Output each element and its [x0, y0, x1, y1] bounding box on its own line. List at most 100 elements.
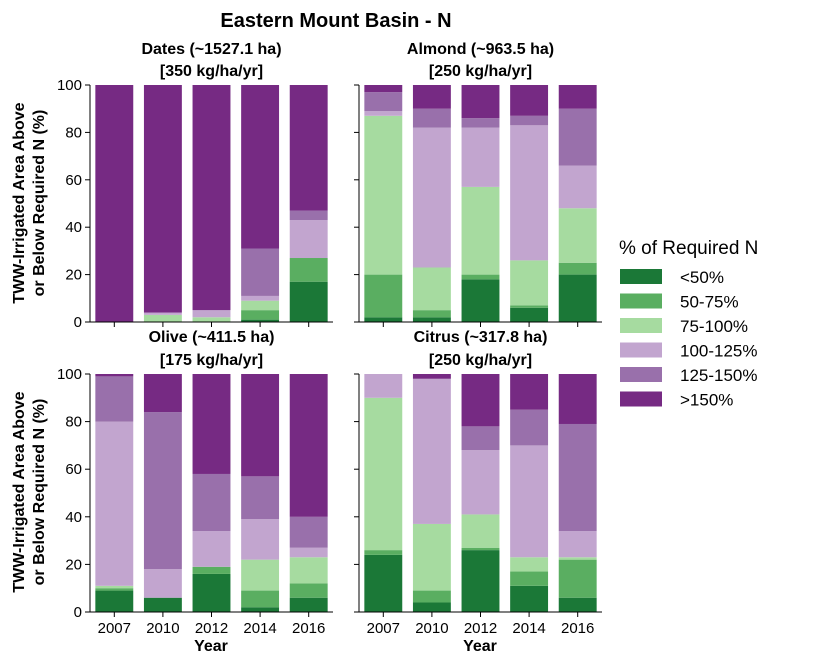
figure-title: Eastern Mount Basin - N [220, 10, 451, 32]
x-tick-label-olive-2010: 2010 [146, 620, 179, 637]
bar-segment-almond-2014-6 [510, 85, 549, 116]
bar-segment-almond-2014-2 [510, 305, 549, 308]
bar-segment-olive-2012-1 [192, 573, 231, 612]
panel-almond: Almond (~963.5 ha) [250 kg/ha/yr] [354, 41, 602, 327]
bar-segment-olive-2012-4 [192, 531, 231, 567]
bar-segment-olive-2016-1 [289, 597, 328, 612]
bar-segment-almond-2007-2 [364, 274, 403, 318]
panel-title-citrus: Citrus (~317.8 ha) [414, 329, 548, 346]
legend: % of Required N <50% 50-75% 75-100% 100-125… [619, 238, 758, 410]
bar-segment-dates-2010-6 [143, 85, 182, 313]
bar-segment-citrus-2010-1 [412, 602, 451, 612]
bar-segment-almond-2014-1 [510, 307, 549, 322]
bar-segment-dates-2014-6 [241, 85, 280, 249]
y-tick-label-olive-0: 0 [74, 604, 82, 621]
bar-segment-dates-2012-6 [192, 85, 231, 311]
bar-segment-almond-2012-3 [461, 186, 500, 275]
y-tick-label-olive-100: 100 [57, 366, 82, 383]
bar-segment-almond-2012-4 [461, 127, 500, 187]
y-tick-label-olive-60: 60 [65, 461, 82, 478]
bar-segment-citrus-2007-2 [364, 550, 403, 555]
x-tick-label-olive-2012: 2012 [195, 620, 228, 637]
bar-segment-dates-2014-5 [241, 248, 280, 296]
bar-segment-almond-2007-6 [364, 85, 403, 93]
bar-segment-citrus-2014-1 [510, 585, 549, 612]
y-axis-label-bottom-line1: TWW-Irrigated Area Above [11, 391, 28, 592]
bar-segment-olive-2014-1 [241, 607, 280, 612]
bar-segment-citrus-2014-2 [510, 571, 549, 586]
x-tick-label-citrus-2016: 2016 [561, 620, 594, 637]
legend-swatch-2 [620, 293, 662, 309]
bar-segment-citrus-2012-4 [461, 450, 500, 515]
bar-segment-almond-2010-1 [412, 317, 451, 322]
bar-segment-almond-2014-5 [510, 115, 549, 126]
bar-segment-olive-2007-6 [95, 374, 134, 377]
bar-segment-citrus-2007-3 [364, 397, 403, 551]
panel-subtitle-citrus: [250 kg/ha/yr] [429, 352, 532, 369]
legend-label-1: <50% [680, 268, 724, 287]
panel-subtitle-almond: [250 kg/ha/yr] [429, 63, 532, 80]
bar-segment-olive-2007-3 [95, 585, 134, 589]
bar-segment-citrus-2012-6 [461, 374, 500, 427]
panel-dates: Dates (~1527.1 ha) [350 kg/ha/yr] 0 20 40 60 8… [57, 41, 333, 331]
legend-label-3: 75-100% [680, 317, 748, 336]
bar-segment-citrus-2010-6 [412, 374, 451, 379]
panel-subtitle-olive: [175 kg/ha/yr] [160, 352, 263, 369]
bar-segment-citrus-2012-3 [461, 514, 500, 548]
bar-segment-dates-2016-2 [289, 258, 328, 282]
bar-segment-citrus-2012-5 [461, 426, 500, 451]
bar-segment-almond-2010-6 [412, 85, 451, 109]
bar-segment-dates-2016-4 [289, 220, 328, 259]
panel-citrus: Citrus (~317.8 ha) [250 kg/ha/yr] 2007 2010… [354, 329, 602, 637]
bar-segment-almond-2007-3 [364, 115, 403, 275]
panel-title-almond: Almond (~963.5 ha) [407, 41, 554, 58]
y-tick-label-dates-20: 20 [65, 267, 82, 284]
x-tick-label-citrus-2010: 2010 [415, 620, 448, 637]
bar-segment-almond-2012-1 [461, 279, 500, 322]
bar-segment-citrus-2014-3 [510, 557, 549, 572]
x-axis-label-right: Year [463, 638, 497, 655]
bar-segment-dates-2016-5 [289, 210, 328, 221]
bar-segment-almond-2007-1 [364, 317, 403, 322]
legend-swatch-4 [620, 342, 662, 358]
bar-segment-olive-2007-5 [95, 376, 134, 422]
bar-segment-citrus-2010-3 [412, 523, 451, 591]
bar-segment-citrus-2007-4 [364, 374, 403, 398]
panel-subtitle-dates: [350 kg/ha/yr] [160, 63, 263, 80]
bar-segment-citrus-2016-5 [558, 423, 597, 532]
legend-title: % of Required N [619, 238, 758, 259]
bar-segment-almond-2010-2 [412, 310, 451, 318]
bar-segment-citrus-2016-1 [558, 597, 597, 612]
bar-segment-dates-2012-4 [192, 310, 231, 318]
x-tick-label-citrus-2007: 2007 [367, 620, 400, 637]
bar-segment-dates-2012-3 [192, 317, 231, 322]
bar-segment-citrus-2014-4 [510, 445, 549, 558]
bar-segment-citrus-2010-2 [412, 590, 451, 603]
bar-segment-olive-2016-2 [289, 583, 328, 598]
chart-panels: Dates (~1527.1 ha) [350 kg/ha/yr] 0 20 40 60 8… [57, 41, 602, 637]
bar-segment-citrus-2007-1 [364, 554, 403, 612]
y-tick-label-olive-40: 40 [65, 509, 82, 526]
bar-segment-citrus-2010-4 [412, 378, 451, 524]
legend-swatch-6 [620, 391, 662, 407]
bar-segment-almond-2012-6 [461, 85, 500, 119]
bar-segment-almond-2016-1 [558, 274, 597, 322]
bar-segment-citrus-2014-6 [510, 374, 549, 410]
y-tick-label-dates-60: 60 [65, 172, 82, 189]
bar-segment-almond-2016-3 [558, 208, 597, 263]
bar-segment-olive-2012-2 [192, 566, 231, 574]
bar-segment-almond-2010-3 [412, 267, 451, 311]
y-tick-label-dates-80: 80 [65, 124, 82, 141]
bar-segment-olive-2007-1 [95, 590, 134, 612]
bar-segment-olive-2007-4 [95, 421, 134, 586]
bar-segment-olive-2010-5 [143, 412, 182, 570]
bar-segment-olive-2012-6 [192, 374, 231, 474]
bar-segment-almond-2014-3 [510, 260, 549, 306]
bar-segment-olive-2014-3 [241, 559, 280, 591]
bar-segment-olive-2014-2 [241, 590, 280, 608]
x-axis-label-left: Year [194, 638, 228, 655]
bar-segment-almond-2016-4 [558, 165, 597, 209]
bar-segment-almond-2012-2 [461, 274, 500, 280]
bar-segment-citrus-2014-5 [510, 409, 549, 446]
